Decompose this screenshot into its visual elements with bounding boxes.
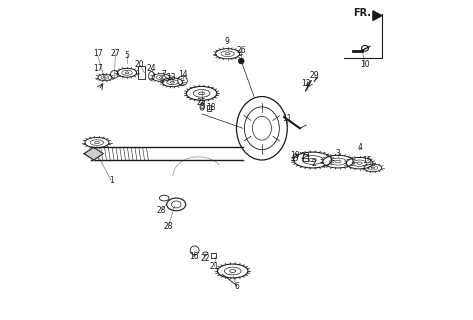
Text: 8: 8 <box>199 101 204 111</box>
Text: 17: 17 <box>93 63 102 73</box>
Text: 9: 9 <box>225 36 229 45</box>
Bar <box>138 67 145 79</box>
Text: 3: 3 <box>335 149 341 158</box>
Text: 19: 19 <box>290 151 300 160</box>
Text: 18: 18 <box>206 103 215 112</box>
Text: 6: 6 <box>234 282 239 292</box>
Text: 24: 24 <box>147 63 156 73</box>
Text: 29: 29 <box>310 71 319 80</box>
Text: 5: 5 <box>124 51 130 60</box>
Text: 2: 2 <box>312 159 316 168</box>
Text: 21: 21 <box>210 262 219 271</box>
Text: 7: 7 <box>161 70 166 79</box>
Text: 1: 1 <box>109 176 114 185</box>
Polygon shape <box>373 11 382 20</box>
Text: 23: 23 <box>301 152 310 161</box>
Bar <box>207 105 211 111</box>
Text: FR.: FR. <box>353 8 371 18</box>
Circle shape <box>238 58 244 64</box>
Text: 26: 26 <box>236 46 246 55</box>
Bar <box>303 154 307 161</box>
Text: 17: 17 <box>93 49 102 58</box>
Text: 16: 16 <box>189 252 199 261</box>
Text: 22: 22 <box>200 254 210 263</box>
Text: 15: 15 <box>362 156 372 164</box>
Text: 4: 4 <box>358 143 363 152</box>
Text: 20: 20 <box>135 60 145 69</box>
Polygon shape <box>84 147 103 160</box>
Text: 28: 28 <box>164 222 173 231</box>
Text: 11: 11 <box>282 114 292 123</box>
Text: 25: 25 <box>197 99 206 108</box>
Text: 12: 12 <box>302 79 311 88</box>
Text: 27: 27 <box>111 49 120 58</box>
Text: 10: 10 <box>360 60 370 69</box>
Bar <box>211 252 216 258</box>
Text: 14: 14 <box>178 70 187 79</box>
Text: 13: 13 <box>166 73 176 82</box>
Text: 28: 28 <box>156 206 166 215</box>
